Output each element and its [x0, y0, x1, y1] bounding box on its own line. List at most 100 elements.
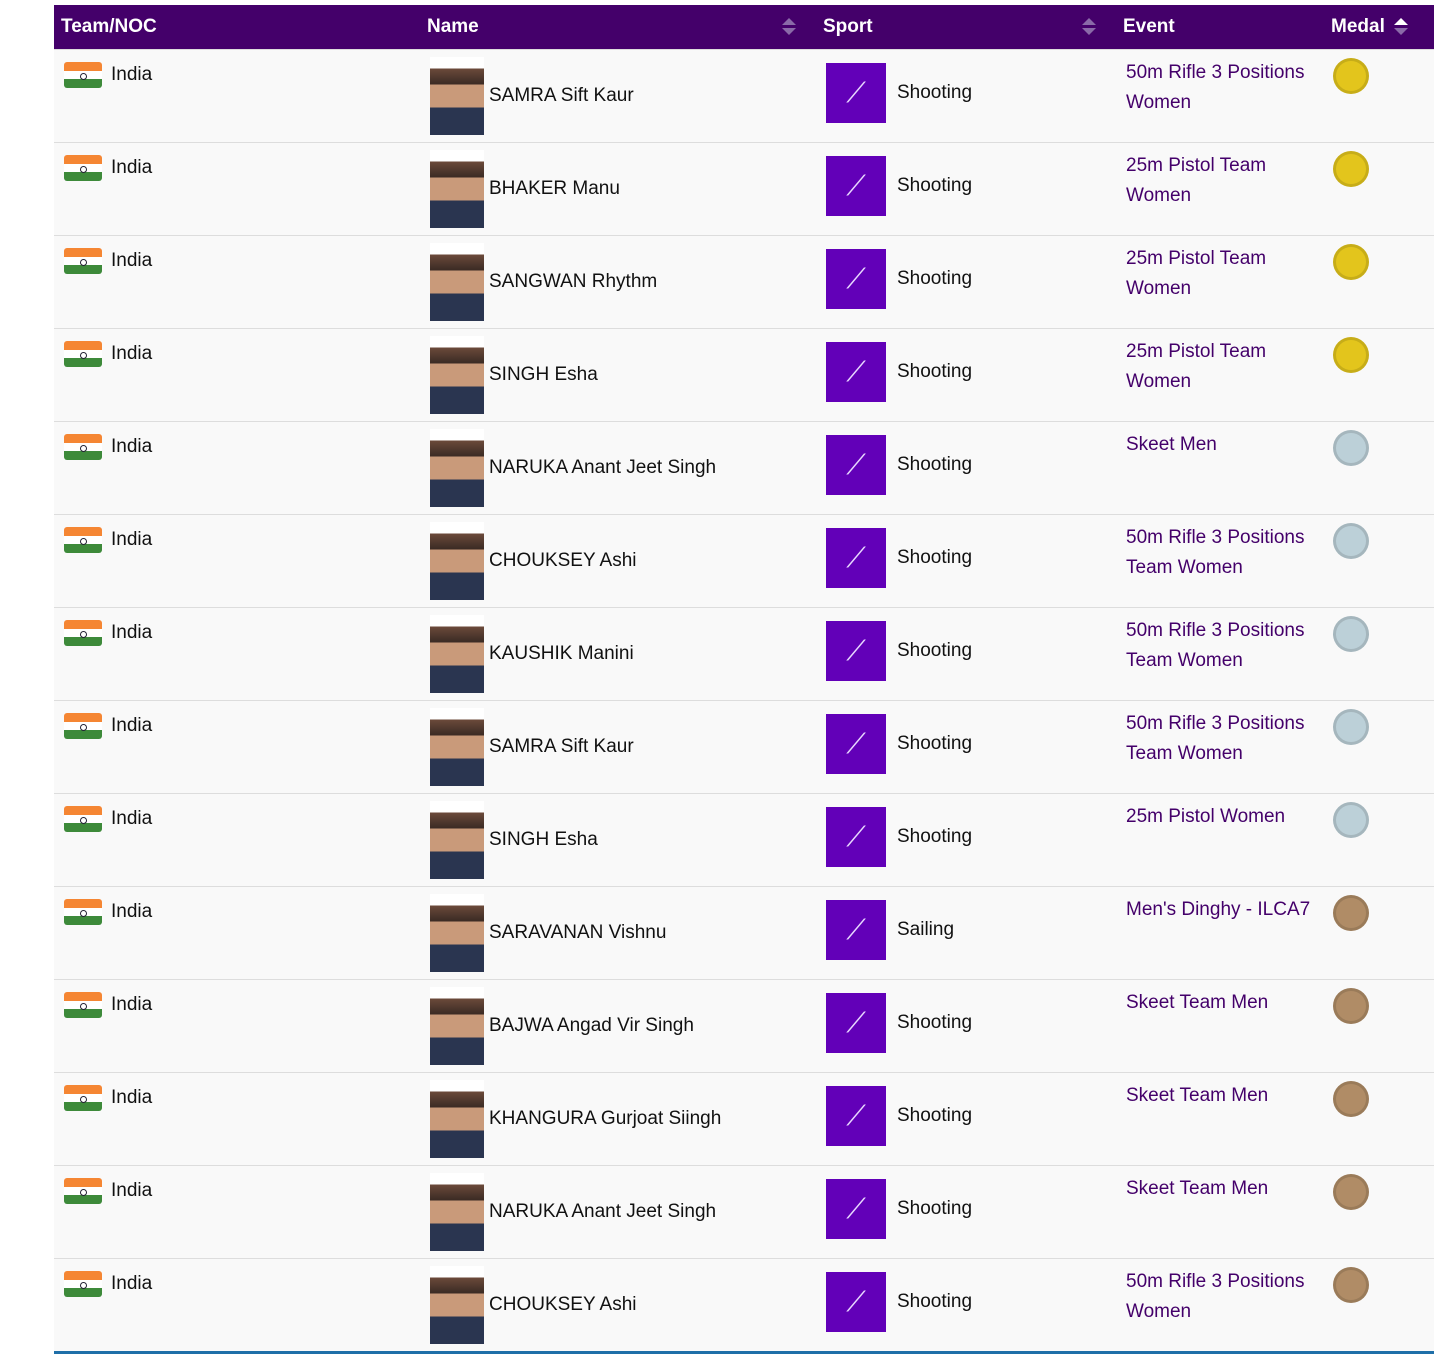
- medal-cell: [1324, 1258, 1434, 1353]
- event-link[interactable]: Skeet Team Men: [1126, 1178, 1269, 1199]
- silver-medal-icon: [1333, 616, 1369, 652]
- medal-cell: [1324, 514, 1434, 608]
- gold-medal-icon: [1333, 58, 1369, 94]
- event-link[interactable]: Skeet Men: [1126, 434, 1217, 455]
- sort-asc-icon[interactable]: [1394, 18, 1408, 36]
- india-flag-icon: [64, 341, 102, 367]
- athlete-name[interactable]: KHANGURA Gurjoat Siingh: [489, 1108, 722, 1129]
- sport-cell: ⟋ Shooting: [816, 793, 1116, 887]
- team-name: India: [111, 250, 153, 271]
- name-cell: SAMRA Sift Kaur: [420, 700, 816, 794]
- sort-icon[interactable]: [1082, 18, 1096, 36]
- sport-name: Shooting: [897, 1105, 973, 1126]
- header-name-label: Name: [427, 16, 479, 37]
- sport-cell: ⟋ Shooting: [816, 607, 1116, 701]
- athlete-name[interactable]: BAJWA Angad Vir Singh: [489, 1015, 694, 1036]
- medal-cell: [1324, 793, 1434, 887]
- sport-cell: ⟋ Shooting: [816, 328, 1116, 422]
- name-cell: CHOUKSEY Ashi: [420, 1258, 816, 1353]
- event-link[interactable]: Men's Dinghy - ILCA7: [1126, 899, 1311, 920]
- athlete-photo: [430, 894, 484, 972]
- india-flag-icon: [64, 620, 102, 646]
- sport-pictogram-icon: ⟋: [826, 807, 886, 867]
- athlete-name[interactable]: CHOUKSEY Ashi: [489, 1294, 637, 1315]
- medal-cell: [1324, 421, 1434, 515]
- sport-pictogram-icon: ⟋: [826, 1179, 886, 1239]
- event-link[interactable]: 50m Rifle 3 Positions Team Women: [1126, 713, 1305, 764]
- medal-cell: [1324, 1072, 1434, 1166]
- name-cell: SINGH Esha: [420, 328, 816, 422]
- event-cell: Skeet Team Men: [1116, 1072, 1324, 1166]
- athlete-photo: [430, 1080, 484, 1158]
- athlete-photo: [430, 57, 484, 135]
- table-row: India SINGH Esha ⟋ Shooting 25m Pistol Te…: [54, 328, 1434, 422]
- event-link[interactable]: 25m Pistol Team Women: [1126, 248, 1267, 299]
- athlete-name[interactable]: SINGH Esha: [489, 364, 598, 385]
- athlete-name[interactable]: BHAKER Manu: [489, 178, 620, 199]
- sport-pictogram-icon: ⟋: [826, 342, 886, 402]
- event-link[interactable]: Skeet Team Men: [1126, 992, 1269, 1013]
- header-event-label: Event: [1123, 16, 1175, 37]
- event-cell: Skeet Team Men: [1116, 1165, 1324, 1259]
- team-cell: India: [54, 607, 420, 701]
- team-cell: India: [54, 793, 420, 887]
- sport-name: Sailing: [897, 919, 955, 940]
- medal-cell: [1324, 607, 1434, 701]
- athlete-name[interactable]: NARUKA Anant Jeet Singh: [489, 457, 717, 478]
- event-link[interactable]: Skeet Team Men: [1126, 1085, 1269, 1106]
- name-cell: SARAVANAN Vishnu: [420, 886, 816, 980]
- athlete-name[interactable]: KAUSHIK Manini: [489, 643, 634, 664]
- athlete-name[interactable]: CHOUKSEY Ashi: [489, 550, 637, 571]
- event-link[interactable]: 25m Pistol Team Women: [1126, 155, 1267, 206]
- athlete-photo: [430, 429, 484, 507]
- athlete-photo: [430, 150, 484, 228]
- name-cell: NARUKA Anant Jeet Singh: [420, 421, 816, 515]
- table-row: India BHAKER Manu ⟋ Shooting 25m Pistol T…: [54, 142, 1434, 236]
- sport-pictogram-icon: ⟋: [826, 435, 886, 495]
- header-medal[interactable]: Medal: [1324, 5, 1434, 50]
- sport-pictogram-icon: ⟋: [826, 900, 886, 960]
- athlete-photo: [430, 801, 484, 879]
- event-link[interactable]: 50m Rifle 3 Positions Women: [1126, 62, 1305, 113]
- sport-name: Shooting: [897, 1291, 973, 1312]
- team-cell: India: [54, 700, 420, 794]
- athlete-name[interactable]: SAMRA Sift Kaur: [489, 736, 634, 757]
- athlete-name[interactable]: NARUKA Anant Jeet Singh: [489, 1201, 717, 1222]
- sport-cell: ⟋ Shooting: [816, 1165, 1116, 1259]
- name-cell: SINGH Esha: [420, 793, 816, 887]
- table-row: India SAMRA Sift Kaur ⟋ Shooting 50m Rifl…: [54, 49, 1434, 143]
- silver-medal-icon: [1333, 802, 1369, 838]
- header-medal-label: Medal: [1331, 16, 1385, 37]
- event-link[interactable]: 50m Rifle 3 Positions Team Women: [1126, 620, 1305, 671]
- athlete-name[interactable]: SINGH Esha: [489, 829, 598, 850]
- name-cell: SAMRA Sift Kaur: [420, 49, 816, 143]
- name-cell: KHANGURA Gurjoat Siingh: [420, 1072, 816, 1166]
- header-sport[interactable]: Sport: [816, 5, 1116, 50]
- event-link[interactable]: 50m Rifle 3 Positions Team Women: [1126, 527, 1305, 578]
- event-link[interactable]: 50m Rifle 3 Positions Women: [1126, 1271, 1305, 1322]
- team-name: India: [111, 1273, 153, 1294]
- sport-name: Shooting: [897, 733, 973, 754]
- gold-medal-icon: [1333, 244, 1369, 280]
- event-link[interactable]: 25m Pistol Women: [1126, 806, 1286, 827]
- athlete-name[interactable]: SAMRA Sift Kaur: [489, 85, 634, 106]
- team-name: India: [111, 1180, 153, 1201]
- event-cell: 25m Pistol Team Women: [1116, 142, 1324, 236]
- sort-icon[interactable]: [782, 18, 796, 36]
- india-flag-icon: [64, 1085, 102, 1111]
- bronze-medal-icon: [1333, 895, 1369, 931]
- sport-name: Shooting: [897, 1198, 973, 1219]
- event-link[interactable]: 25m Pistol Team Women: [1126, 341, 1267, 392]
- india-flag-icon: [64, 713, 102, 739]
- header-row: Team/NOC Name Sport Event Medal: [54, 5, 1434, 50]
- header-name[interactable]: Name: [420, 5, 816, 50]
- event-cell: Skeet Men: [1116, 421, 1324, 515]
- athlete-photo: [430, 987, 484, 1065]
- athlete-name[interactable]: SARAVANAN Vishnu: [489, 922, 667, 943]
- name-cell: BAJWA Angad Vir Singh: [420, 979, 816, 1073]
- india-flag-icon: [64, 806, 102, 832]
- team-name: India: [111, 343, 153, 364]
- sport-cell: ⟋ Shooting: [816, 142, 1116, 236]
- silver-medal-icon: [1333, 709, 1369, 745]
- athlete-name[interactable]: SANGWAN Rhythm: [489, 271, 658, 292]
